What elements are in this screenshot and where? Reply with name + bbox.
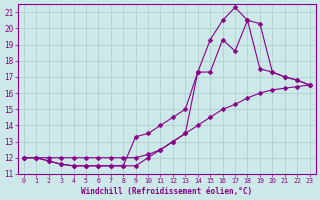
X-axis label: Windchill (Refroidissement éolien,°C): Windchill (Refroidissement éolien,°C) <box>81 187 252 196</box>
